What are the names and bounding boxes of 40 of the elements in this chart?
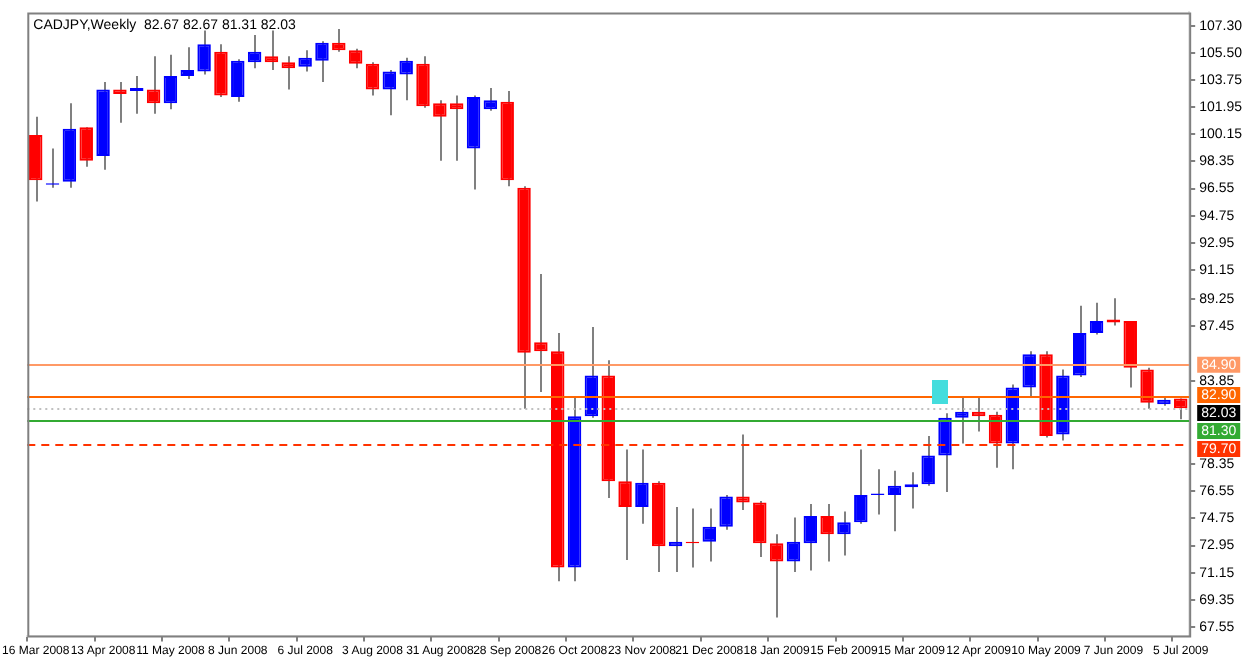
candlestick xyxy=(702,507,717,563)
candlestick xyxy=(921,434,935,487)
candlestick xyxy=(753,499,767,558)
candlestick xyxy=(1140,366,1154,410)
candlestick xyxy=(635,448,649,525)
candlestick xyxy=(887,469,902,533)
candlestick xyxy=(449,94,464,162)
candlestick xyxy=(618,448,632,561)
candlestick xyxy=(786,516,801,574)
candlestick xyxy=(719,493,733,531)
candlestick xyxy=(854,448,868,525)
candlestick xyxy=(416,55,430,109)
candlestick xyxy=(820,503,834,563)
candlestick xyxy=(1089,301,1104,336)
candlestick xyxy=(298,49,312,73)
candlestick xyxy=(197,29,211,76)
candlestick xyxy=(1123,319,1137,389)
candlestick xyxy=(315,40,329,83)
candlestick xyxy=(264,29,279,71)
candlestick xyxy=(466,94,481,191)
candlestick xyxy=(938,412,952,493)
candlestick xyxy=(214,43,228,99)
candlestick xyxy=(483,87,498,112)
candlestick xyxy=(231,58,245,103)
candlestick xyxy=(79,126,93,168)
candlestick xyxy=(180,46,194,80)
candlestick xyxy=(803,503,818,572)
candlestick xyxy=(837,510,851,557)
candlestick xyxy=(348,47,363,70)
candlestick xyxy=(534,273,548,394)
candlestick xyxy=(365,61,380,97)
candlestick xyxy=(1022,350,1036,398)
candlestick xyxy=(399,56,413,102)
candlestick xyxy=(281,55,296,91)
candlestick xyxy=(955,397,969,445)
candlestick xyxy=(736,433,750,512)
candlestick xyxy=(769,533,784,619)
candlestick xyxy=(163,53,178,111)
candlestick xyxy=(382,68,397,117)
candlestick xyxy=(433,99,447,162)
